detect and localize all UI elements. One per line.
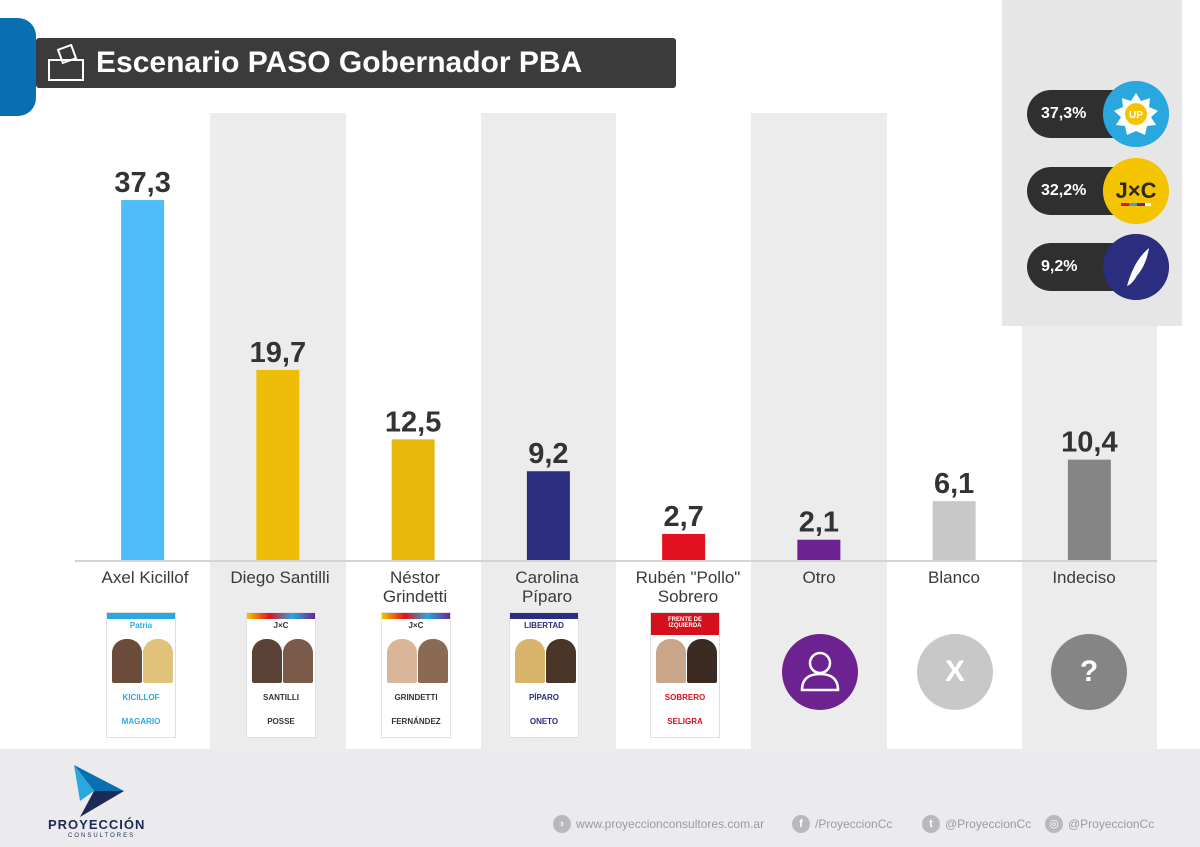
jxc-logo-icon: J×C bbox=[1103, 158, 1169, 224]
value-label-6: 6,1 bbox=[934, 468, 974, 500]
facebook-icon: f bbox=[792, 815, 810, 833]
person-icon bbox=[782, 634, 858, 710]
label-santilli: Diego Santilli bbox=[230, 568, 330, 587]
label-sobrero: Rubén "Pollo" Sobrero bbox=[635, 568, 741, 606]
ballot-santilli: J×C SANTILLI POSSE bbox=[246, 612, 316, 738]
label-kicillof: Axel Kicillof bbox=[101, 568, 189, 587]
twitter-icon: t bbox=[922, 815, 940, 833]
ballot-box-icon bbox=[48, 44, 84, 81]
value-label-5: 2,1 bbox=[799, 507, 839, 539]
ballot-sobrero: FRENTE DE IZQUIERDA SOBRERO SELIGRA bbox=[650, 612, 720, 738]
bar-6 bbox=[932, 501, 976, 560]
bar-3 bbox=[526, 471, 570, 560]
title-banner: Escenario PASO Gobernador PBA bbox=[36, 38, 676, 88]
label-otro: Otro bbox=[802, 568, 836, 587]
twitter-link[interactable]: t @ProyeccionCc bbox=[922, 814, 1031, 834]
bar-2 bbox=[391, 439, 435, 560]
brand-subtitle: CONSULTORES bbox=[68, 833, 136, 839]
up-logo-icon: UP bbox=[1103, 81, 1169, 147]
accent-tab bbox=[0, 18, 36, 116]
label-indeciso: Indeciso bbox=[1052, 568, 1116, 587]
label-piparo: Carolina Píparo bbox=[515, 568, 579, 606]
value-label-2: 12,5 bbox=[385, 406, 441, 438]
page-title: Escenario PASO Gobernador PBA bbox=[96, 46, 583, 79]
bar-7 bbox=[1067, 459, 1111, 560]
value-label-3: 9,2 bbox=[528, 438, 568, 470]
bar-chart: 37,3 19,7 12,5 9,2 2,7 2,1 6,1 10,4 bbox=[75, 167, 1157, 562]
svg-text:J×C: J×C bbox=[1116, 178, 1157, 203]
svg-text:UP: UP bbox=[1129, 110, 1143, 121]
instagram-link[interactable]: ◎ @ProyeccionCc bbox=[1045, 814, 1154, 834]
ballot-grindetti: J×C GRINDETTI FERNÁNDEZ bbox=[381, 612, 451, 738]
value-label-1: 19,7 bbox=[250, 337, 306, 369]
value-label-4: 2,7 bbox=[663, 501, 703, 533]
brand-logo-icon bbox=[74, 765, 124, 817]
bar-5 bbox=[797, 539, 841, 560]
ballot-kicillof: Patria KICILLOF MAGARIO bbox=[106, 612, 176, 738]
ballot-piparo: LIBERTAD PÍPARO ONETO bbox=[509, 612, 579, 738]
label-grindetti: Néstor Grindetti bbox=[382, 568, 448, 606]
instagram-icon: ◎ bbox=[1045, 815, 1063, 833]
bar-0 bbox=[121, 200, 165, 560]
feather-logo-icon bbox=[1103, 234, 1169, 300]
footer bbox=[0, 749, 1200, 847]
blank-x-icon: X bbox=[917, 634, 993, 710]
bar-1 bbox=[256, 369, 300, 560]
website-link[interactable]: › www.proyeccionconsultores.com.ar bbox=[553, 814, 764, 834]
bar-4 bbox=[662, 533, 706, 560]
value-label-7: 10,4 bbox=[1061, 427, 1117, 459]
question-icon: ? bbox=[1051, 634, 1127, 710]
brand-name: PROYECCIÓN bbox=[48, 817, 146, 832]
value-label-0: 37,3 bbox=[114, 167, 170, 199]
facebook-link[interactable]: f/ProyeccionCc bbox=[792, 814, 892, 834]
arrow-icon: › bbox=[553, 815, 571, 833]
label-blanco: Blanco bbox=[928, 568, 980, 587]
